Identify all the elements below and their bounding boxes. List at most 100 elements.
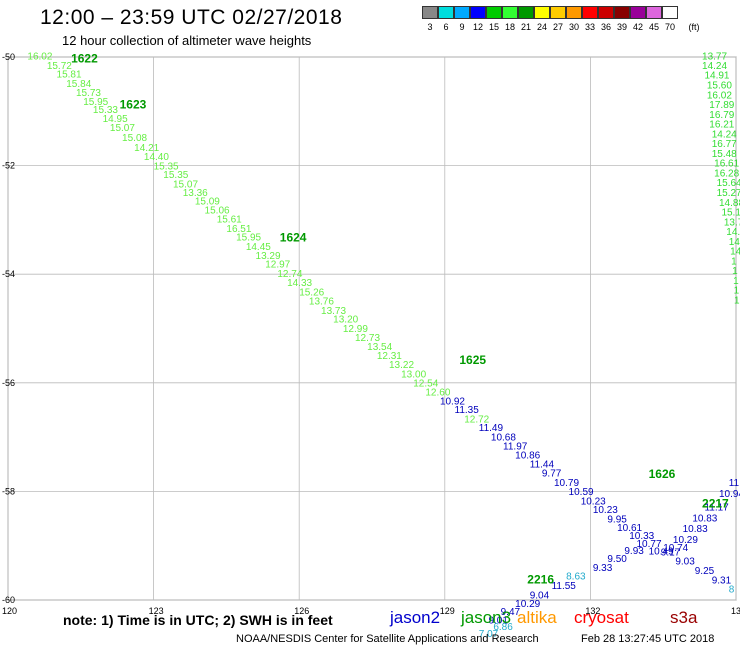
swh-value: 15.48	[712, 149, 737, 160]
swh-value: 14.91	[704, 71, 729, 82]
swh-value: 14	[729, 237, 740, 248]
swh-value: 12.99	[343, 324, 368, 335]
satellite-jason2: jason2	[390, 608, 441, 627]
x-tick-label: 129	[440, 606, 455, 616]
swh-value: 13.00	[401, 369, 426, 380]
swh-value: 14.40	[144, 152, 169, 163]
swh-value: 10.83	[692, 513, 717, 524]
swh-value: 8	[729, 584, 735, 595]
swh-value: 9.93	[624, 546, 644, 557]
legend-label: 33	[584, 22, 595, 32]
swh-value: 9.01	[488, 615, 508, 626]
swh-value: 16.02	[707, 90, 732, 101]
swh-value: 12.54	[413, 379, 438, 390]
legend-swatch	[454, 6, 470, 19]
swh-value: 9.77	[542, 469, 562, 480]
swh-value: 1	[733, 276, 739, 287]
legend-swatch	[470, 6, 486, 19]
legend-label: 27	[552, 22, 563, 32]
swh-value: 10.94	[719, 489, 740, 500]
swh-value: 17.89	[709, 100, 734, 111]
swh-value: 15.81	[57, 70, 82, 81]
satellite-altika: altika	[517, 608, 557, 627]
swh-value: 11.17	[704, 502, 729, 513]
y-tick-label: -56	[2, 378, 15, 388]
swh-value: 16.61	[714, 159, 739, 170]
swh-value: 9.25	[695, 566, 715, 577]
swh-value: 1	[734, 286, 740, 297]
swh-value: 11.1	[729, 478, 740, 489]
swh-value: 14.33	[287, 278, 312, 289]
swh-value: 10.23	[593, 505, 618, 516]
swh-value: 9.50	[607, 554, 627, 565]
swh-value: 1	[731, 256, 737, 267]
swh-value: 11.44	[530, 460, 555, 471]
swh-value: 9.04	[530, 590, 550, 601]
swh-value: 15.07	[173, 179, 198, 190]
track-label: 1623	[120, 98, 147, 112]
swh-value: 12.60	[425, 387, 450, 398]
swh-value: 16.51	[226, 224, 251, 235]
swh-value: 15.61	[217, 215, 242, 226]
x-tick-label: 120	[2, 606, 17, 616]
legend-swatch	[614, 6, 630, 19]
y-tick-label: -60	[2, 595, 15, 605]
swh-value: 10.77	[637, 539, 662, 550]
swh-value: 15.08	[122, 133, 147, 144]
x-tick-label: 126	[294, 606, 309, 616]
swh-value: 16.77	[712, 139, 737, 150]
swh-value: 15.09	[195, 197, 220, 208]
x-tick-label: 123	[149, 606, 164, 616]
track-label: 2217	[702, 497, 729, 511]
swh-value: 14.45	[246, 242, 271, 253]
swh-value: 13.76	[309, 297, 334, 308]
legend-swatch	[550, 6, 566, 19]
swh-value: 8.63	[566, 571, 586, 582]
satellite-jason3: jason3	[461, 608, 512, 627]
swh-value: 13.7	[724, 217, 740, 228]
credit: NOAA/NESDIS Center for Satellite Applica…	[236, 633, 539, 645]
legend-swatch	[438, 6, 454, 19]
satellite-cryosat: cryosat	[574, 608, 629, 627]
swh-value: 16.79	[709, 110, 734, 121]
swh-value: 13.36	[183, 188, 208, 199]
legend-swatch	[598, 6, 614, 19]
legend-swatch	[518, 6, 534, 19]
chart-title: 12:00 – 23:59 UTC 02/27/2018	[40, 6, 343, 29]
swh-value: 15.35	[154, 161, 179, 172]
swh-value: 9.47	[501, 607, 521, 618]
swh-value: 15.1	[721, 208, 740, 219]
swh-value: 15.95	[236, 233, 261, 244]
swh-value: 16.28	[714, 168, 739, 179]
swh-value: 14.88	[719, 198, 740, 209]
swh-value: 10.29	[673, 535, 698, 546]
swh-value: 9.17	[661, 547, 681, 558]
swh-value: 10.79	[554, 478, 579, 489]
legend-swatch	[534, 6, 550, 19]
legend-swatch	[582, 6, 598, 19]
legend-swatch	[486, 6, 502, 19]
swh-value: 15.35	[163, 170, 188, 181]
swh-value: 9.31	[712, 576, 732, 587]
y-tick-label: -50	[2, 52, 15, 62]
legend-label: 15	[488, 22, 499, 32]
swh-value: 6.86	[493, 622, 513, 633]
swh-value: 15.06	[205, 205, 230, 216]
track-label: 1626	[649, 467, 676, 481]
legend-swatch	[502, 6, 518, 19]
swh-value: 12.73	[355, 333, 380, 344]
swh-value: 11.97	[503, 442, 528, 453]
track-label: 2216	[527, 573, 554, 587]
legend-label: 39	[616, 22, 627, 32]
swh-value: 15.33	[93, 105, 118, 116]
swh-value: 13.22	[389, 360, 414, 371]
swh-value: 14.95	[103, 114, 128, 125]
swh-value: 12.74	[277, 269, 302, 280]
footnote: note: 1) Time is in UTC; 2) SWH is in fe…	[63, 612, 333, 628]
swh-value: 9.03	[675, 557, 695, 568]
legend-label: 9	[459, 22, 465, 32]
swh-value: 14.0	[726, 227, 740, 238]
swh-value: 14.21	[134, 143, 159, 154]
swh-value: 9.33	[593, 563, 613, 574]
swh-value: 12.31	[377, 351, 402, 362]
